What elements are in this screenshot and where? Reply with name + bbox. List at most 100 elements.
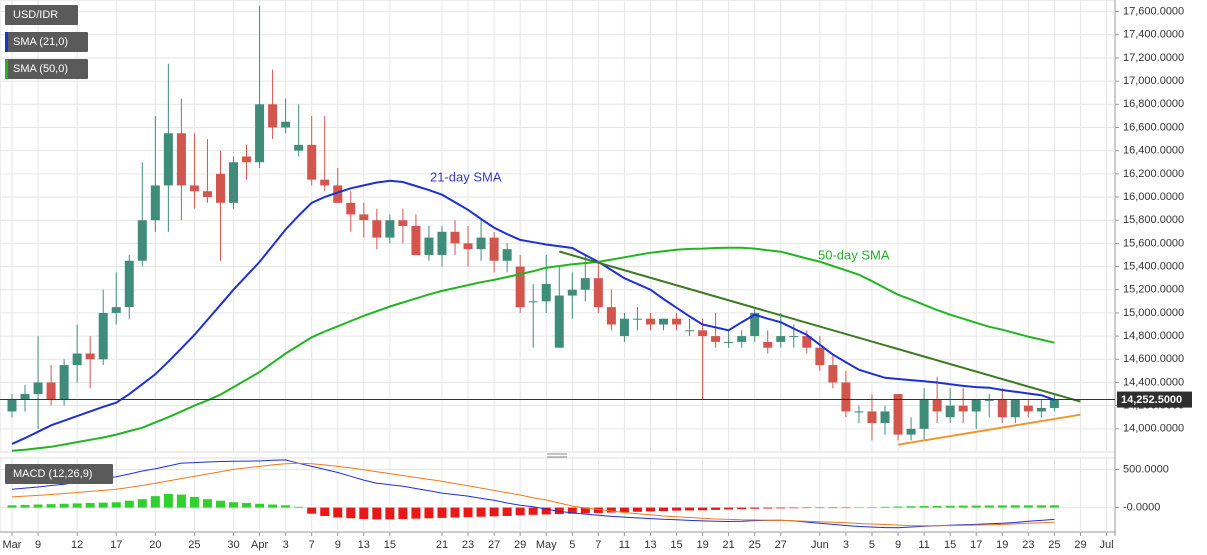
- x-tick-label: 29: [514, 539, 526, 551]
- x-tick-label: Jul: [1099, 539, 1113, 551]
- candle-body: [268, 104, 278, 128]
- candle-body: [906, 428, 916, 435]
- macd-histogram-bar: [33, 504, 43, 508]
- macd-histogram-bar: [124, 500, 134, 508]
- candle-body: [802, 336, 812, 348]
- candle-body: [580, 278, 590, 290]
- macd-histogram-bar: [893, 506, 903, 508]
- macd-histogram-bar: [307, 507, 317, 514]
- y-tick-label: 17,400.0000: [1123, 29, 1184, 41]
- x-tick-label: Jun: [811, 539, 829, 551]
- macd-histogram-bar: [281, 505, 291, 508]
- macd-histogram-bar: [385, 507, 395, 520]
- macd-histogram-bar: [189, 496, 199, 508]
- macd-histogram-bar: [176, 494, 186, 508]
- macd-histogram-bar: [541, 507, 551, 515]
- x-tick-label: 29: [1074, 539, 1086, 551]
- macd-histogram-bar: [815, 507, 825, 509]
- sma-line: [11, 179, 1055, 445]
- x-tick-label: 19: [996, 539, 1008, 551]
- x-tick-label: 23: [462, 539, 474, 551]
- macd-histogram-bar: [333, 507, 343, 518]
- candle-body: [945, 405, 955, 418]
- y-tick-label: -0.0000: [1123, 501, 1160, 513]
- candle-body: [997, 399, 1007, 418]
- candle-body: [111, 307, 121, 313]
- candle-body: [411, 226, 421, 255]
- candle-body: [932, 399, 942, 412]
- candle-body: [98, 312, 108, 360]
- annotation: 21-day SMA: [430, 169, 502, 184]
- macd-histogram-bar: [294, 506, 304, 508]
- macd-histogram-bar: [672, 507, 682, 511]
- y-tick-label: 17,600.0000: [1123, 5, 1184, 17]
- macd-histogram-bar: [958, 505, 968, 508]
- x-tick-label: 17: [110, 539, 122, 551]
- y-tick-label: 15,600.0000: [1123, 237, 1184, 249]
- trend-line: [558, 250, 1081, 403]
- candle-body: [1036, 407, 1046, 412]
- macd-histogram-bar: [515, 507, 525, 516]
- candle-body: [450, 231, 460, 244]
- x-tick-label: 25: [188, 539, 200, 551]
- panel-divider-grip[interactable]: [547, 453, 567, 458]
- macd-histogram-bar: [854, 507, 864, 508]
- legend-entry-swatch: [5, 59, 8, 79]
- y-tick-label: 15,200.0000: [1123, 284, 1184, 296]
- macd-histogram-bar: [841, 507, 851, 509]
- x-tick-label: 5: [869, 539, 875, 551]
- macd-histogram-bar: [554, 507, 564, 515]
- y-tick-label: 15,800.0000: [1123, 214, 1184, 226]
- candle-body: [307, 144, 317, 180]
- macd-histogram-bar: [984, 505, 994, 508]
- candle-body: [424, 237, 434, 255]
- x-tick-label: 3: [283, 539, 289, 551]
- x-tick-label: May: [536, 539, 557, 551]
- candle-body: [137, 220, 147, 261]
- x-tick-label: 27: [488, 539, 500, 551]
- macd-histogram-bar: [476, 507, 486, 517]
- macd-histogram-bar: [789, 507, 799, 509]
- legend-entry-box: [5, 32, 88, 52]
- candle-body: [33, 382, 43, 395]
- candle-body: [698, 330, 708, 337]
- candle-body: [737, 336, 747, 342]
- macd-histogram-bar: [711, 507, 721, 510]
- macd-line: [11, 459, 1055, 529]
- y-tick-label: 17,000.0000: [1123, 75, 1184, 87]
- candle-body: [385, 220, 395, 238]
- macd-histogram-bar: [98, 502, 108, 508]
- macd-histogram-bar: [776, 507, 786, 509]
- candle-body: [841, 382, 851, 412]
- candle-body: [893, 394, 903, 435]
- candle-body: [124, 260, 134, 308]
- candle-body: [189, 185, 199, 192]
- macd-histogram-bar: [919, 506, 929, 508]
- x-tick-label: 15: [384, 539, 396, 551]
- macd-histogram-bar: [945, 505, 955, 508]
- candle-body: [150, 185, 160, 221]
- x-tick-label: 7: [595, 539, 601, 551]
- x-tick-label: 13: [644, 539, 656, 551]
- candle-body: [1023, 405, 1033, 412]
- symbol-label: USD/IDR: [13, 9, 58, 21]
- legend-entry: SMA (21,0): [13, 36, 68, 48]
- y-tick-label: 15,000.0000: [1123, 307, 1184, 319]
- x-tick-label: 23: [1022, 539, 1034, 551]
- macd-histogram-bar: [398, 507, 408, 520]
- y-tick-label: 16,000.0000: [1123, 191, 1184, 203]
- macd-histogram-bar: [763, 507, 773, 509]
- macd-histogram-bar: [593, 507, 603, 513]
- x-tick-label: 5: [569, 539, 575, 551]
- candle-body: [163, 133, 173, 186]
- candle-body: [724, 341, 734, 343]
- macd-histogram-bar: [828, 507, 838, 509]
- macd-histogram-bar: [1049, 505, 1059, 508]
- macd-histogram-bar: [1023, 505, 1033, 508]
- y-tick-label: 16,800.0000: [1123, 98, 1184, 110]
- candle-body: [1010, 399, 1020, 418]
- x-tick-label: Mar: [3, 539, 22, 551]
- x-tick-label: 15: [944, 539, 956, 551]
- legend-entry-swatch: [5, 32, 8, 52]
- macd-histogram-bar: [737, 507, 747, 510]
